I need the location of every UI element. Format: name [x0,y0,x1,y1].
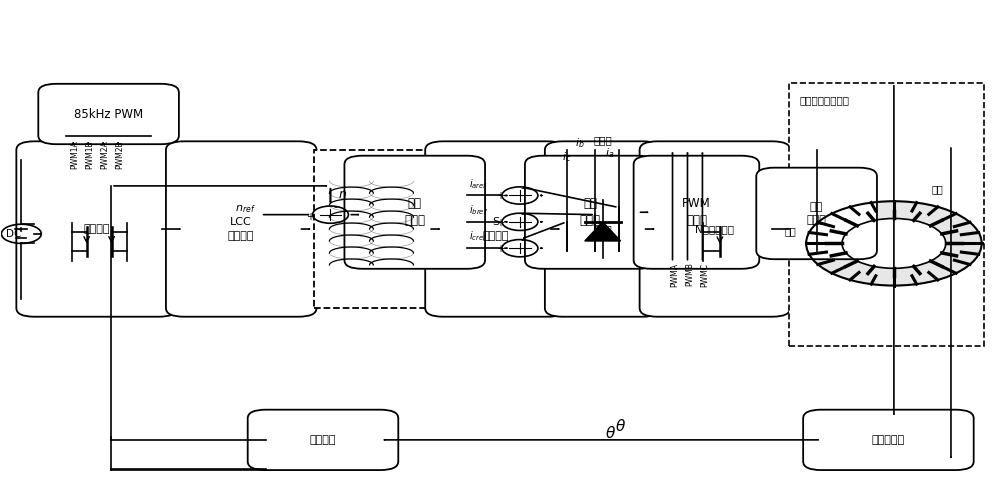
FancyBboxPatch shape [525,156,656,269]
Text: $\theta$: $\theta$ [605,425,616,441]
Text: PWM2B: PWM2B [116,140,125,169]
FancyBboxPatch shape [545,141,661,317]
Text: +: + [307,212,315,222]
Text: 全桥逆变: 全桥逆变 [83,224,110,234]
FancyBboxPatch shape [425,141,566,317]
Text: LCC
补偿网络: LCC 补偿网络 [228,217,254,241]
Text: +: + [496,218,504,228]
FancyBboxPatch shape [166,141,317,317]
Text: 转子: 转子 [784,227,796,236]
Text: $i_b$: $i_b$ [575,136,585,150]
Text: -: - [521,236,525,245]
Text: N型驱动电路: N型驱动电路 [695,224,734,234]
Text: 电流
传感器: 电流 传感器 [807,202,827,225]
FancyBboxPatch shape [344,156,485,269]
Text: $n$: $n$ [338,188,348,201]
Text: -: - [333,202,337,212]
Text: 整流桥: 整流桥 [593,135,612,145]
Text: DC: DC [6,229,22,239]
FancyBboxPatch shape [640,141,790,317]
Text: $i_c$: $i_c$ [562,150,571,164]
FancyBboxPatch shape [38,84,179,144]
Text: $n_{ref}$: $n_{ref}$ [235,203,256,215]
FancyBboxPatch shape [248,410,398,470]
Text: $i_a$: $i_a$ [605,146,615,160]
Text: 定子: 定子 [932,184,944,194]
Text: S
补偿网络: S 补偿网络 [482,217,509,241]
Bar [789,83,984,347]
FancyBboxPatch shape [16,141,177,317]
Bar [314,150,428,308]
Text: $i_{cref}$: $i_{cref}$ [469,229,488,243]
Polygon shape [806,201,982,285]
FancyBboxPatch shape [803,410,974,470]
Text: $i_{bref}$: $i_{bref}$ [469,203,488,217]
Text: -: - [521,183,525,193]
Text: PWMA: PWMA [670,263,679,287]
Text: 整流桥: 整流桥 [593,224,612,234]
Text: 速度估算: 速度估算 [310,435,336,445]
Text: PWM2A: PWM2A [101,140,110,169]
Text: PWM1B: PWM1B [86,140,95,169]
Text: PWMB: PWMB [685,263,694,286]
Text: PWM1A: PWM1A [71,140,80,169]
Text: 85kHz PWM: 85kHz PWM [74,107,143,120]
Text: PWM
发生器: PWM 发生器 [682,197,711,227]
Text: $i_{aref}$: $i_{aref}$ [469,177,488,191]
Text: $\theta$: $\theta$ [615,418,626,434]
Text: -: - [521,209,525,219]
Polygon shape [585,222,621,241]
Text: +: + [496,244,504,254]
FancyBboxPatch shape [634,156,759,269]
Text: 电流
调节器: 电流 调节器 [580,197,601,227]
Text: 开关磁阻轮毂电机: 开关磁阻轮毂电机 [799,95,849,105]
FancyBboxPatch shape [756,168,877,259]
Text: 转速
调节器: 转速 调节器 [404,197,425,227]
Text: PWMC: PWMC [700,263,709,287]
Text: 位置传感器: 位置传感器 [872,435,905,445]
Text: +: + [496,191,504,201]
